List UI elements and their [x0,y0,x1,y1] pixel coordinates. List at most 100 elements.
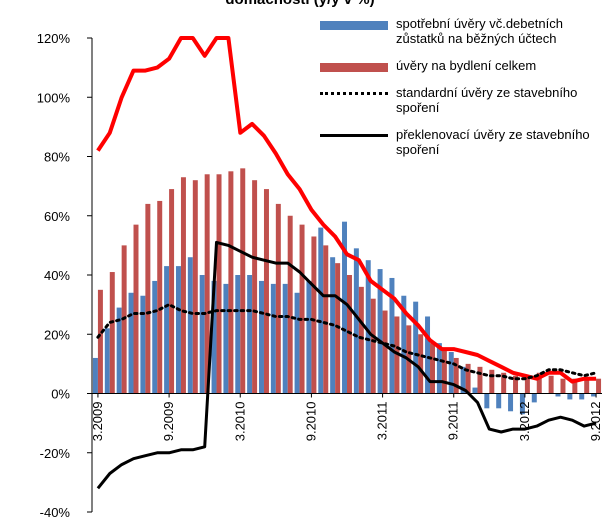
bar [299,224,305,394]
bar [353,248,359,394]
y-tick-label: 0% [51,387,70,402]
bar [465,363,471,394]
bar [311,236,317,394]
bar [204,174,210,394]
legend-item: standardní úvěry ze stavebního spoření [318,85,598,115]
y-tick-label: 100% [37,90,71,105]
x-tick-label: 9.2009 [161,402,176,442]
bar [180,177,186,394]
bar [211,280,217,394]
bar [140,295,146,394]
bar [579,393,585,400]
bar [560,378,566,394]
legend-label: úvěry na bydlení celkem [396,58,537,73]
bar [287,215,293,394]
bar [548,375,554,394]
bar [448,352,454,394]
bar [97,289,103,394]
legend-swatch [320,63,388,72]
bar [460,366,466,394]
bar [263,189,269,394]
chart-title: domácností (y/y v %) [225,0,374,8]
bar [436,343,442,394]
y-tick-label: 40% [44,268,70,283]
x-tick-label: 3.2009 [90,402,105,442]
y-tick-label: 20% [44,327,70,342]
bar [441,349,447,394]
bar [164,266,170,394]
bar [342,221,347,394]
bar [223,283,229,394]
bar [275,203,281,394]
bar [133,224,139,394]
legend: spotřební úvěry vč.debetních zůstatků na… [318,16,598,169]
bar [235,275,241,394]
bar [109,272,115,394]
bar [294,292,300,394]
legend-swatch [320,134,388,137]
bar [306,280,312,394]
bar [477,366,483,394]
bar [365,260,371,394]
bar [382,310,388,394]
bar [430,343,436,394]
y-tick-label: 80% [44,150,70,165]
bar [258,280,264,394]
bar [401,295,407,394]
bar [152,280,158,394]
bar [216,174,222,394]
bar [496,393,502,409]
bar [169,189,175,394]
bar [425,316,431,394]
bar [370,298,376,394]
x-tick-label: 3.2011 [375,402,390,441]
y-tick-label: 120% [37,31,71,46]
x-tick-label: 3.2010 [232,402,247,442]
bar [484,393,490,409]
bar [519,393,525,415]
bar [252,180,258,394]
bar [596,378,602,394]
bar [572,378,578,394]
bar [347,275,352,394]
bar [567,393,573,400]
legend-label: překlenovací úvěry ze stavebního spoření [396,127,590,157]
bar [524,375,530,394]
bar [145,203,151,394]
x-tick-label: 9.2011 [446,402,461,441]
x-tick-label: 9.2010 [303,402,318,442]
bar [318,227,324,394]
bar [377,269,383,394]
line [96,303,598,381]
legend-swatch [320,21,388,30]
bar [228,171,234,394]
bar [323,245,329,394]
bar [282,283,288,394]
bar [199,275,205,394]
bar [584,378,590,394]
bar [157,200,163,394]
bar [453,357,459,394]
x-tick-label: 3.2012 [517,402,532,442]
bar [472,387,478,394]
bar [394,316,400,394]
bar [247,275,253,394]
bar [240,168,246,394]
legend-label: standardní úvěry ze stavebního spoření [396,85,578,115]
bar [513,375,519,394]
bar [358,286,364,394]
legend-item: překlenovací úvěry ze stavebního spoření [318,127,598,157]
y-tick-label: -40% [40,505,71,517]
bar [270,283,276,394]
legend-label: spotřební úvěry vč.debetních zůstatků na… [396,16,563,46]
bar [531,393,537,403]
bar [116,307,122,394]
line [96,240,597,490]
bar [192,180,198,394]
bar [389,277,395,394]
bar [104,328,110,394]
bar [92,357,98,394]
bar [591,393,597,397]
